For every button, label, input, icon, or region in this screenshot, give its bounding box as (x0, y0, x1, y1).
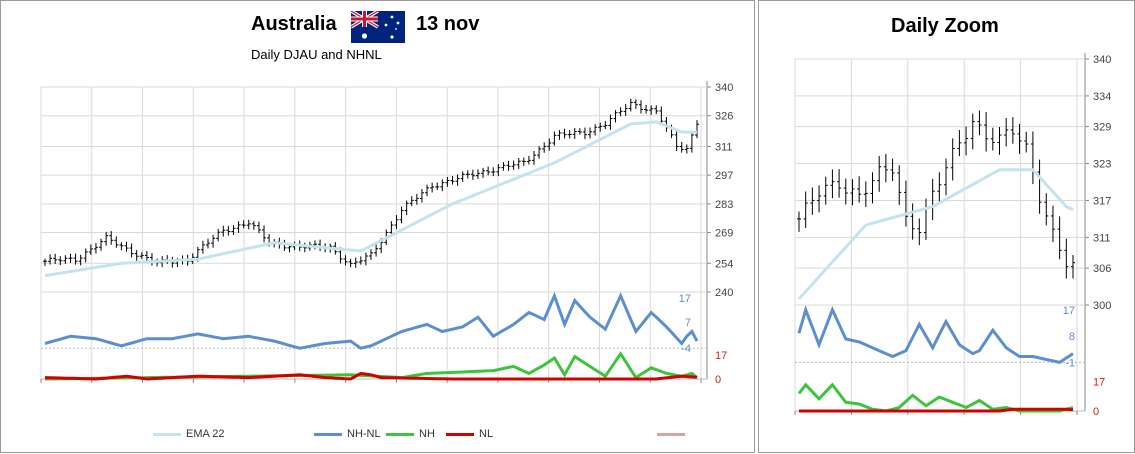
legend-nh-label: NH (419, 428, 435, 440)
chart-subtitle: Daily DJAU and NHNL (251, 47, 382, 62)
legend-ema-swatch (153, 432, 181, 436)
legend-nhnl: NH-NL (314, 428, 381, 440)
nhnl-axis-label: 17 (679, 293, 691, 305)
legend-nh-swatch (386, 432, 414, 436)
nh-axis-label: 0 (715, 374, 721, 386)
y-tick-label: 311 (1093, 232, 1111, 244)
chart-title: Australia (251, 13, 337, 35)
y-tick-label: 283 (715, 199, 733, 211)
legend-extra (657, 428, 690, 440)
nhnl-axis-label: 17 (1063, 305, 1075, 317)
y-tick-label: 340 (715, 82, 733, 94)
main-chart-panel: Australia 13 nov Daily DJAU and NHNL 340… (0, 0, 755, 453)
y-tick-label: 326 (715, 111, 733, 123)
y-tick-label: 269 (715, 228, 733, 240)
australia-flag-icon (351, 11, 405, 43)
nhnl-line (797, 305, 1074, 365)
y-tick-label: 317 (1093, 195, 1111, 207)
nhnl-axis-label: 8 (1069, 331, 1075, 343)
nhnl-axis-label: -4 (681, 343, 691, 355)
nh-axis-label: 0 (1093, 406, 1099, 418)
ema-22-line (44, 120, 697, 278)
nh-line (797, 382, 1074, 413)
nhnl-line (44, 291, 699, 350)
y-tick-label: 340 (1093, 54, 1111, 66)
nh-axis-label: 17 (715, 350, 727, 362)
legend-nl: NL (446, 428, 493, 440)
legend-nhnl-label: NH-NL (347, 428, 381, 440)
y-tick-label: 300 (1093, 300, 1111, 312)
nl-line (799, 407, 1074, 413)
legend-nl-swatch (446, 432, 474, 436)
y-tick-label: 311 (715, 141, 733, 153)
y-tick-label: 329 (1093, 122, 1111, 134)
y-tick-label: 334 (1093, 91, 1111, 103)
y-tick-label: 297 (715, 170, 733, 182)
zoom-chart-plot: 340 334 329 323 317 311 306 300 17 8 -1 17 0 (794, 53, 1111, 418)
legend-nhnl-swatch (314, 432, 342, 436)
chart-date: 13 nov (416, 13, 480, 35)
y-tick-label: 323 (1093, 159, 1111, 171)
zoom-title: Daily Zoom (891, 15, 999, 37)
ema-22-line (797, 168, 1074, 300)
nhnl-axis-label: -1 (1065, 357, 1075, 369)
main-chart-plot: 340 326 311 297 283 269 254 240 17 7 -4 17 0 (40, 81, 733, 386)
legend-nl-label: NL (479, 428, 494, 440)
legend-ema-label: EMA 22 (186, 428, 225, 440)
legend-extra-swatch (657, 432, 685, 436)
nh-axis-label: 17 (1093, 376, 1105, 388)
legend-nh: NH (386, 428, 435, 440)
y-tick-label: 240 (715, 287, 733, 299)
y-tick-label: 254 (715, 258, 733, 270)
nhnl-axis-label: 7 (685, 317, 691, 329)
y-tick-label: 306 (1093, 263, 1111, 275)
legend-ema: EMA 22 (153, 428, 225, 440)
zoom-chart-panel: Daily Zoom 340 334 329 323 317 311 306 300 17 8 -1… (758, 0, 1135, 453)
nl-line (44, 371, 698, 381)
